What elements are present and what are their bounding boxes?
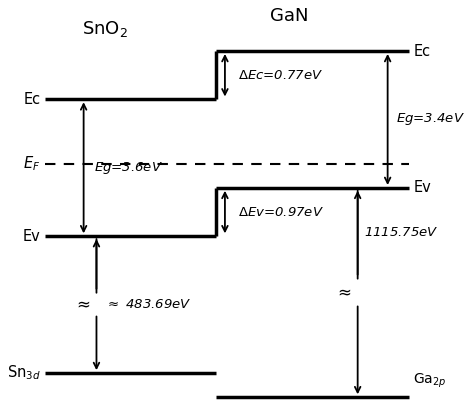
Text: ≈: ≈ — [76, 296, 90, 314]
Text: Ev: Ev — [413, 180, 431, 195]
Text: ≈: ≈ — [337, 284, 351, 302]
Text: Ga$_{2p}$: Ga$_{2p}$ — [413, 372, 447, 390]
Text: Ec: Ec — [413, 44, 430, 59]
Text: $\approx$ 483.69$eV$: $\approx$ 483.69$eV$ — [105, 298, 192, 311]
Text: $\Delta Ev$=0.97$eV$: $\Delta Ev$=0.97$eV$ — [238, 206, 324, 219]
Text: Ec: Ec — [24, 92, 41, 107]
Text: 1115.75$eV$: 1115.75$eV$ — [364, 226, 439, 239]
Text: Eg=3.6$eV$: Eg=3.6$eV$ — [94, 160, 163, 176]
Text: $\Delta Ec$=0.77$eV$: $\Delta Ec$=0.77$eV$ — [238, 69, 323, 82]
Text: GaN: GaN — [270, 7, 309, 25]
Text: Ev: Ev — [23, 229, 41, 244]
Text: Eg=3.4$eV$: Eg=3.4$eV$ — [396, 111, 465, 127]
Text: E$_F$: E$_F$ — [23, 154, 41, 173]
Text: SnO$_2$: SnO$_2$ — [82, 19, 128, 39]
Text: Sn$_{3d}$: Sn$_{3d}$ — [7, 364, 41, 382]
